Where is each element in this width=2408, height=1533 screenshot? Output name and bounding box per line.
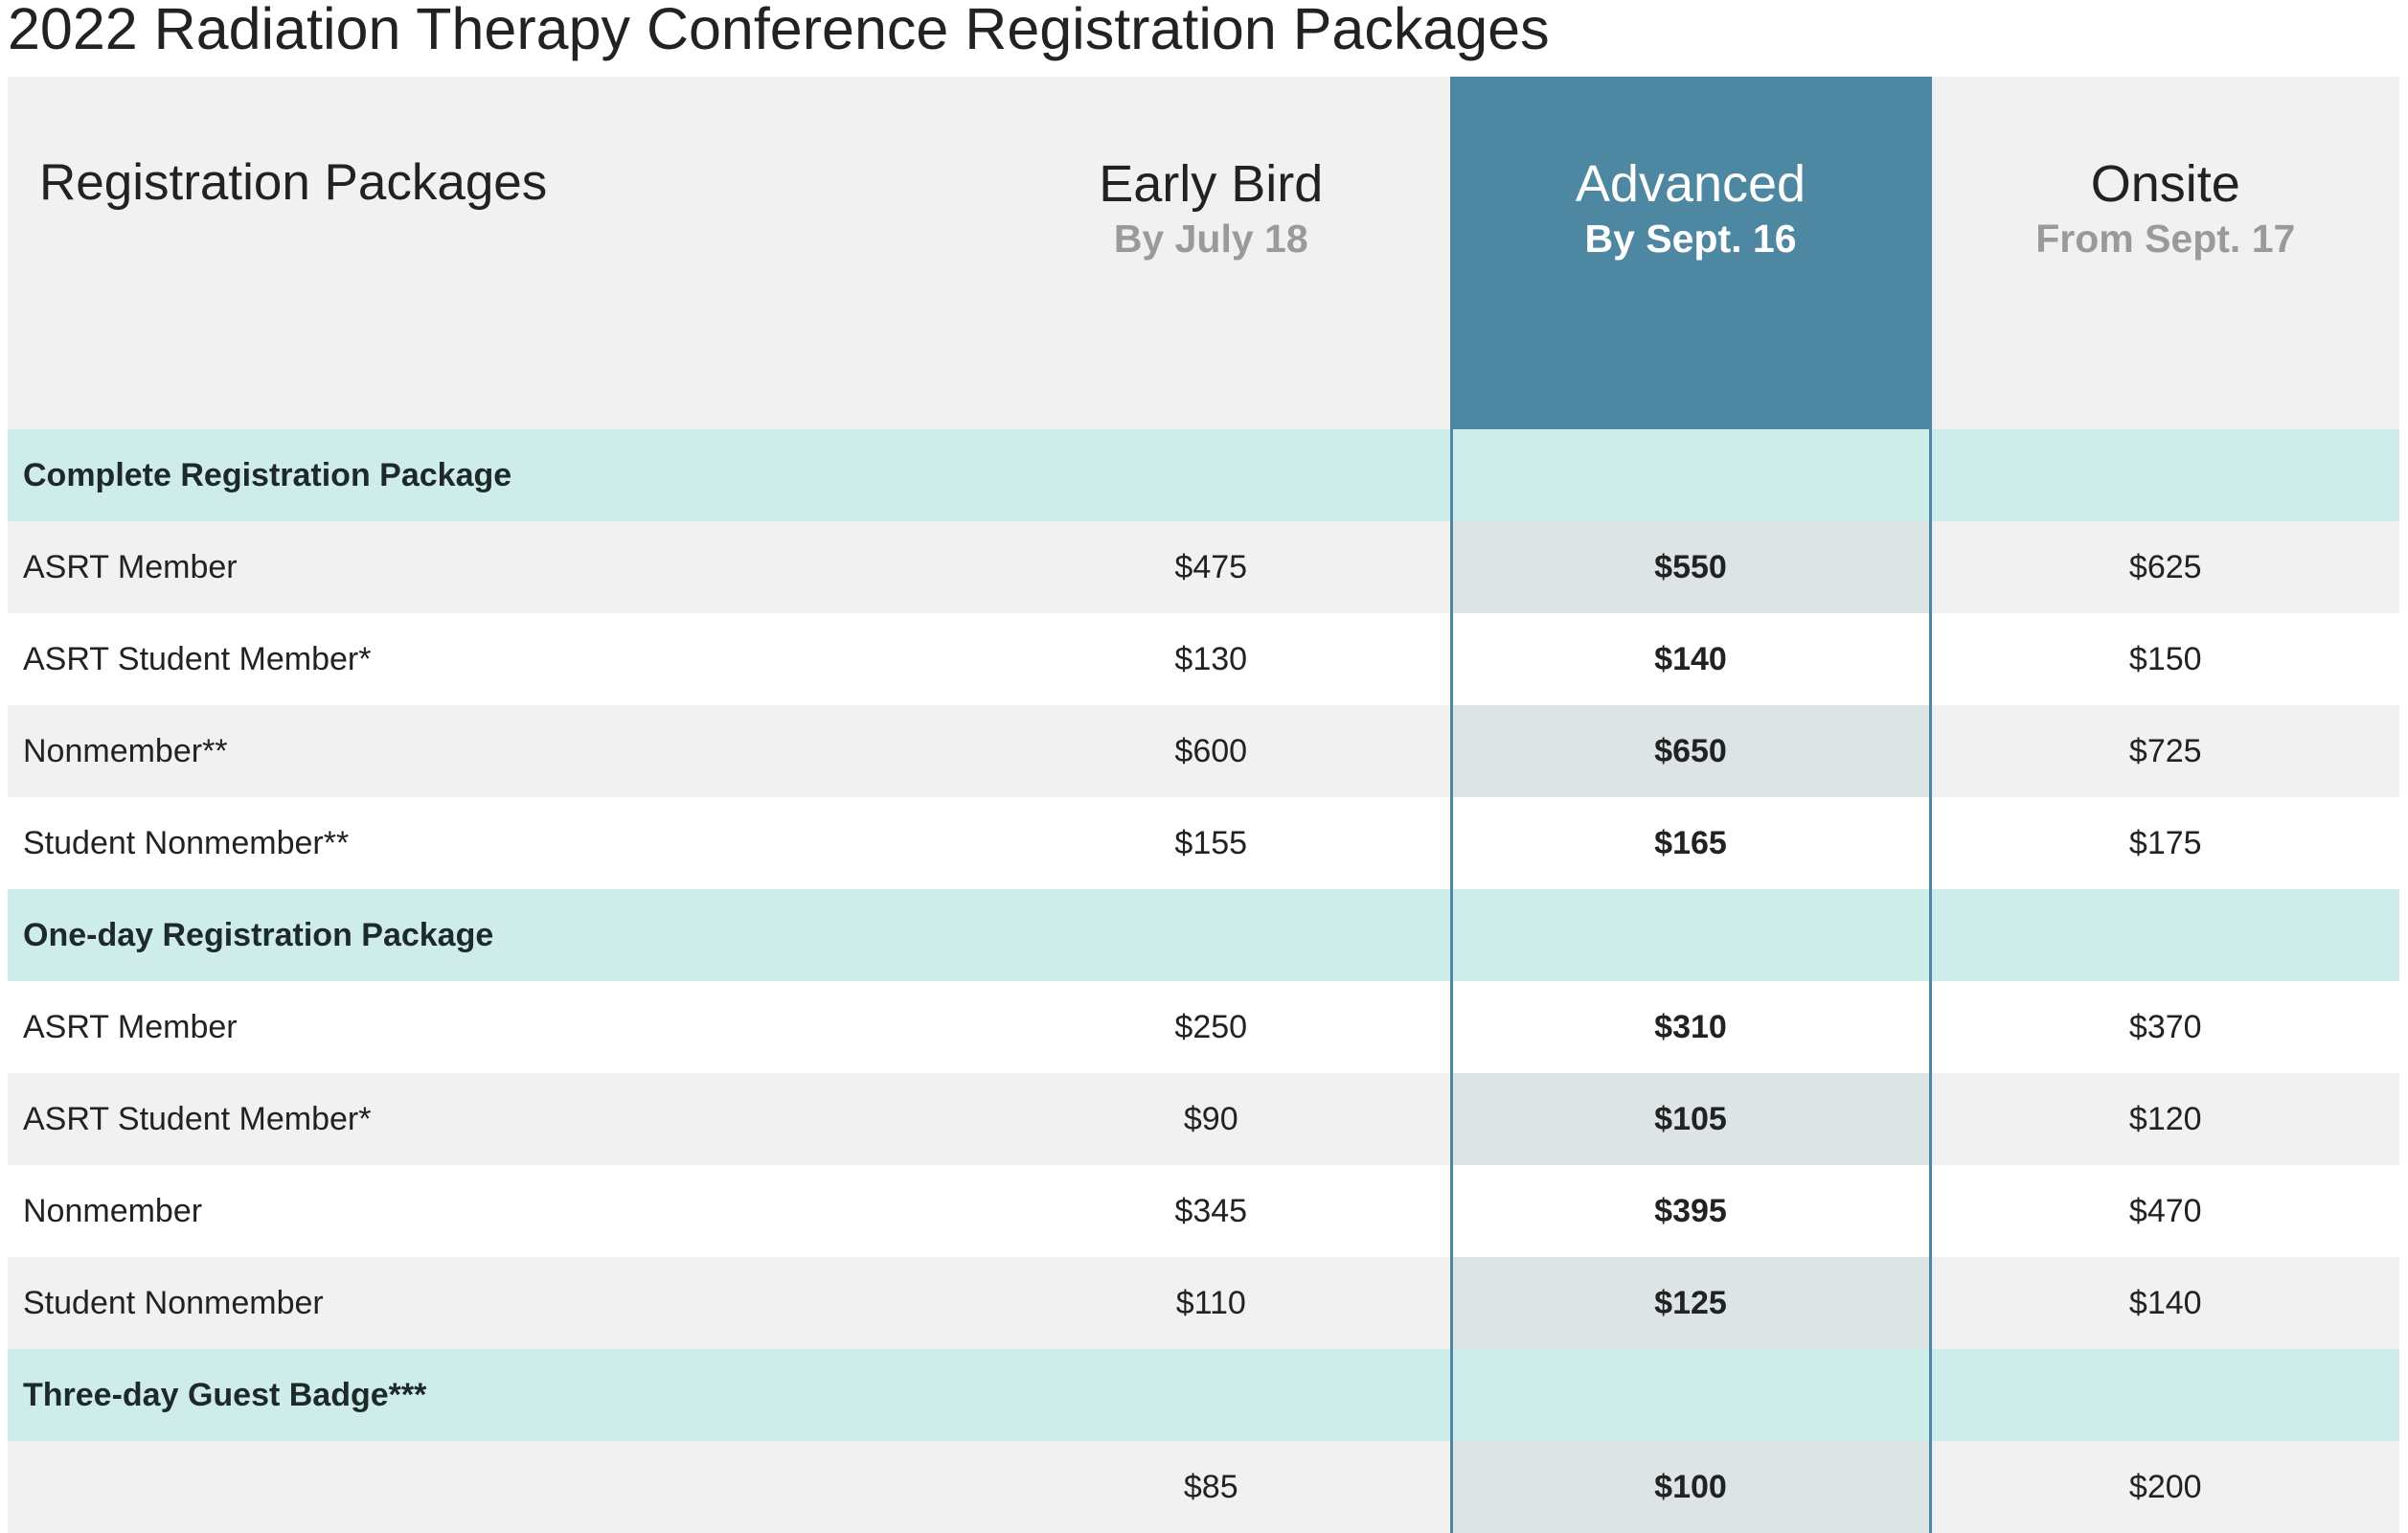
price-advanced: $125 (1449, 1257, 1932, 1349)
price-onsite: $725 (1930, 705, 2399, 797)
price-advanced: $550 (1449, 521, 1932, 613)
section-cell (1930, 889, 2399, 981)
price-early-bird: $600 (972, 705, 1451, 797)
table-row: ASRT Member $250 $310 $370 (8, 981, 2399, 1073)
row-label: ASRT Student Member* (8, 1073, 972, 1165)
row-label: Student Nonmember** (8, 797, 972, 889)
price-onsite: $200 (1930, 1441, 2399, 1533)
price-onsite: $140 (1930, 1257, 2399, 1349)
page-title: 2022 Radiation Therapy Conference Regist… (8, 0, 1550, 61)
price-advanced: $310 (1449, 981, 1932, 1073)
section-cell (1930, 429, 2399, 521)
price-advanced: $650 (1449, 705, 1932, 797)
section-cell (972, 429, 1451, 521)
section-cell (972, 1349, 1451, 1441)
price-advanced: $140 (1449, 613, 1932, 705)
price-advanced: $395 (1449, 1165, 1932, 1257)
table-row: ASRT Student Member* $90 $105 $120 (8, 1073, 2399, 1165)
section-cell (1930, 1349, 2399, 1441)
price-early-bird: $155 (972, 797, 1451, 889)
price-early-bird: $85 (972, 1441, 1451, 1533)
price-early-bird: $345 (972, 1165, 1451, 1257)
price-onsite: $175 (1930, 797, 2399, 889)
section-row: Complete Registration Package (8, 429, 2399, 521)
table-row: Student Nonmember $110 $125 $140 (8, 1257, 2399, 1349)
tier-deadline: From Sept. 17 (2035, 217, 2296, 261)
section-row: One-day Registration Package (8, 889, 2399, 981)
tier-name: Onsite (2090, 155, 2240, 213)
table-row: Nonmember $345 $395 $470 (8, 1165, 2399, 1257)
row-label (8, 1441, 972, 1533)
table-row: $85 $100 $200 (8, 1441, 2399, 1533)
table-row: Student Nonmember** $155 $165 $175 (8, 797, 2399, 889)
tier-deadline: By July 18 (1113, 217, 1308, 261)
price-early-bird: $475 (972, 521, 1451, 613)
row-label: Nonmember (8, 1165, 972, 1257)
price-advanced: $105 (1449, 1073, 1932, 1165)
price-onsite: $625 (1930, 521, 2399, 613)
section-row: Three-day Guest Badge*** (8, 1349, 2399, 1441)
row-label: Nonmember** (8, 705, 972, 797)
price-early-bird: $130 (972, 613, 1451, 705)
price-advanced: $100 (1449, 1441, 1932, 1533)
tier-advanced: Advanced By Sept. 16 (1449, 77, 1932, 429)
price-early-bird: $90 (972, 1073, 1451, 1165)
price-onsite: $120 (1930, 1073, 2399, 1165)
tier-deadline: By Sept. 16 (1584, 217, 1797, 261)
table-header-row: Registration Packages Early Bird By July… (8, 77, 2399, 429)
section-cell (1449, 429, 1932, 521)
tier-name: Advanced (1575, 155, 1806, 213)
price-onsite: $150 (1930, 613, 2399, 705)
tier-onsite: Onsite From Sept. 17 (1930, 77, 2399, 429)
section-title: Complete Registration Package (8, 429, 972, 521)
tier-early-bird: Early Bird By July 18 (972, 77, 1451, 429)
section-title: One-day Registration Package (8, 889, 972, 981)
section-cell (1449, 889, 1932, 981)
header-label: Registration Packages (39, 154, 548, 211)
row-label: ASRT Student Member* (8, 613, 972, 705)
price-advanced: $165 (1449, 797, 1932, 889)
pricing-table: Registration Packages Early Bird By July… (8, 77, 2399, 1533)
row-label: Student Nonmember (8, 1257, 972, 1349)
section-title: Three-day Guest Badge*** (8, 1349, 972, 1441)
price-early-bird: $110 (972, 1257, 1451, 1349)
price-early-bird: $250 (972, 981, 1451, 1073)
table-row: ASRT Student Member* $130 $140 $150 (8, 613, 2399, 705)
tier-name: Early Bird (1099, 155, 1324, 213)
row-label: ASRT Member (8, 521, 972, 613)
header-label-cell: Registration Packages (8, 77, 972, 429)
section-cell (972, 889, 1451, 981)
row-label: ASRT Member (8, 981, 972, 1073)
section-cell (1449, 1349, 1932, 1441)
price-onsite: $470 (1930, 1165, 2399, 1257)
table-row: ASRT Member $475 $550 $625 (8, 521, 2399, 613)
price-onsite: $370 (1930, 981, 2399, 1073)
table-row: Nonmember** $600 $650 $725 (8, 705, 2399, 797)
